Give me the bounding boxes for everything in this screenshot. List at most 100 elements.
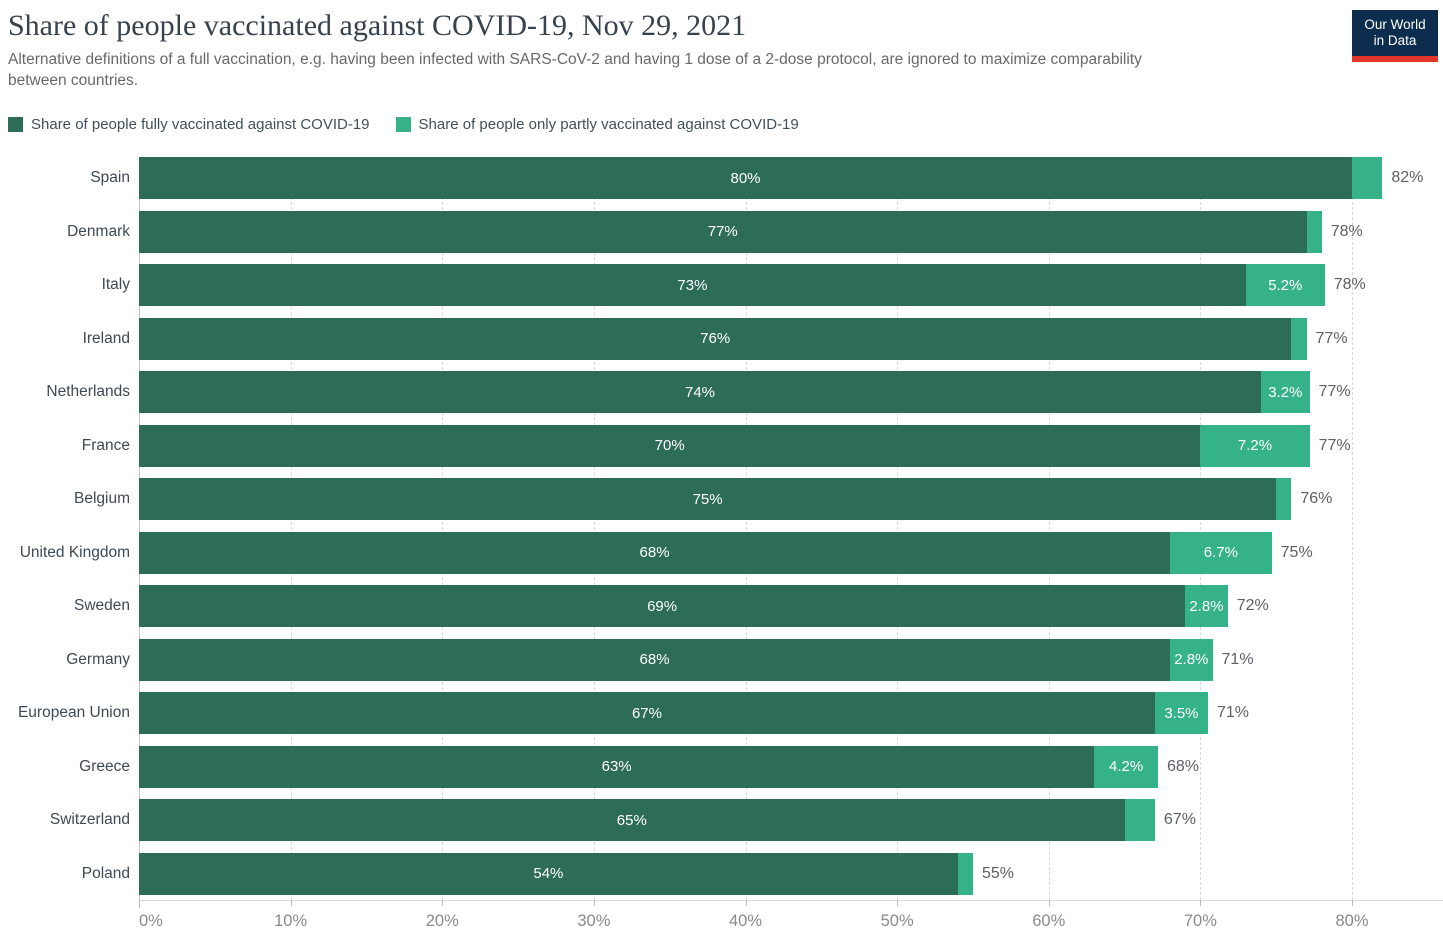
bar-row: Italy 73% 5.2% 78% <box>8 264 1443 306</box>
x-tick-label: 80% <box>1335 911 1369 930</box>
bar-track: 74% 3.2% 77% <box>139 371 1443 413</box>
bar-row: United Kingdom 68% 6.7% 75% <box>8 531 1443 574</box>
total-value-label: 55% <box>981 864 1014 882</box>
x-tick-label: 40% <box>728 911 763 930</box>
bar-row: Switzerland 65% 67% <box>8 799 1443 841</box>
total-value-label: 71% <box>1221 650 1254 668</box>
bar-segment-partly[interactable] <box>1276 478 1292 520</box>
bar-row: Denmark 77% 78% <box>8 210 1443 253</box>
bar-segment-fully[interactable]: 69% <box>139 585 1186 627</box>
country-label: Poland <box>81 864 130 882</box>
bar-segment-fully[interactable]: 77% <box>139 210 1307 253</box>
bar-segment-fully[interactable]: 63% <box>139 745 1095 788</box>
partly-value-label: 4.2% <box>1108 758 1144 775</box>
bar-segment-partly[interactable] <box>1124 799 1155 841</box>
bar-track: 68% 6.7% 75% <box>139 531 1443 574</box>
bar-track: 77% 78% <box>139 210 1443 253</box>
bar-track: 67% 3.5% 71% <box>139 692 1443 734</box>
total-value-label: 71% <box>1216 704 1249 721</box>
partly-value-label: 3.5% <box>1164 704 1199 722</box>
bar-segment-partly[interactable]: 7.2% <box>1200 424 1310 467</box>
bar-segment-fully[interactable]: 75% <box>139 478 1277 520</box>
bar-segment-fully[interactable]: 70% <box>139 424 1201 467</box>
x-tick-label: 50% <box>880 911 914 930</box>
x-tick-label: 20% <box>425 911 459 930</box>
fully-value-label: 68% <box>639 651 670 668</box>
bar-row: Spain 80% 82% <box>8 157 1443 199</box>
total-value-label: 77% <box>1318 436 1351 454</box>
bar-segment-partly[interactable]: 3.2% <box>1261 371 1310 413</box>
total-value-label: 67% <box>1163 811 1196 828</box>
total-value-label: 78% <box>1330 222 1363 240</box>
x-tick <box>442 899 444 906</box>
bar-segment-fully[interactable]: 65% <box>139 799 1125 841</box>
bar-segment-partly[interactable]: 5.2% <box>1245 264 1325 306</box>
total-value-label: 68% <box>1166 757 1199 775</box>
fully-value-label: 73% <box>677 276 708 294</box>
bar-segment-partly[interactable] <box>1291 317 1307 360</box>
partly-value-label: 5.2% <box>1268 276 1303 294</box>
country-label: Italy <box>101 276 130 293</box>
bar-segment-partly[interactable]: 3.5% <box>1154 692 1208 734</box>
country-label: Sweden <box>73 597 130 614</box>
bar-row: France 70% 7.2% 77% <box>8 424 1443 467</box>
fully-value-label: 75% <box>692 490 723 508</box>
fully-value-label: 77% <box>707 223 738 240</box>
bar-segment-fully[interactable]: 68% <box>139 638 1171 681</box>
bar-track: 54% 55% <box>139 852 1443 895</box>
bar-row: Belgium 75% 76% <box>8 478 1443 520</box>
partly-value-label: 7.2% <box>1237 437 1273 454</box>
bar-segment-fully[interactable]: 73% <box>139 264 1246 306</box>
bar-track: 63% 4.2% 68% <box>139 745 1443 788</box>
total-value-label: 77% <box>1315 329 1348 347</box>
bar-segment-partly[interactable]: 4.2% <box>1094 745 1158 788</box>
fully-value-label: 70% <box>654 437 685 454</box>
bar-segment-partly[interactable] <box>1306 210 1322 253</box>
bar-segment-fully[interactable]: 67% <box>139 692 1155 734</box>
chart-area: Spain 80% 82% Denmark 77% 78% Italy 73% 5.2% 78% I… <box>8 157 1443 941</box>
country-label: Denmark <box>67 222 130 240</box>
x-tick-label: 70% <box>1183 911 1217 930</box>
total-value-label: 75% <box>1280 543 1313 561</box>
bar-row: Netherlands 74% 3.2% 77% <box>8 371 1443 413</box>
fully-value-label: 54% <box>533 865 564 882</box>
x-tick-label: 10% <box>274 911 308 930</box>
bar-segment-partly[interactable]: 2.8% <box>1170 638 1213 681</box>
bar-segment-partly[interactable]: 6.7% <box>1170 531 1272 574</box>
chart-subtitle: Alternative definitions of a full vaccin… <box>8 51 1142 89</box>
fully-value-label: 74% <box>685 383 716 401</box>
x-tick-label: 30% <box>577 911 611 930</box>
country-label: France <box>81 436 130 454</box>
bar-segment-fully[interactable]: 76% <box>139 317 1292 360</box>
bar-track: 65% 67% <box>139 799 1443 841</box>
x-tick <box>1048 899 1050 906</box>
partly-value-label: 6.7% <box>1203 544 1238 561</box>
total-value-label: 76% <box>1300 490 1333 507</box>
x-tick <box>745 899 747 906</box>
bar-segment-partly[interactable] <box>1352 157 1383 199</box>
x-tick <box>290 899 292 906</box>
owid-logo[interactable]: Our World in Data <box>1352 10 1438 62</box>
partly-value-label: 3.2% <box>1268 383 1303 401</box>
country-label: Greece <box>79 757 130 775</box>
bar-track: 73% 5.2% 78% <box>139 264 1443 306</box>
legend-item-fully: Share of people fully vaccinated against… <box>8 116 370 133</box>
bar-segment-fully[interactable]: 80% <box>139 157 1353 199</box>
owid-logo-line2: in Data <box>1373 33 1417 48</box>
country-label: Spain <box>90 169 130 186</box>
chart-header: Share of people vaccinated against COVID… <box>8 8 1333 91</box>
country-label: European Union <box>17 704 130 721</box>
chart-legend: Share of people fully vaccinated against… <box>8 116 799 133</box>
bar-segment-partly[interactable] <box>957 852 973 895</box>
bar-track: 69% 2.8% 72% <box>139 585 1443 627</box>
partly-value-label: 2.8% <box>1189 597 1224 615</box>
bar-segment-fully[interactable]: 54% <box>139 852 958 895</box>
fully-value-label: 76% <box>700 330 731 347</box>
total-value-label: 82% <box>1391 169 1424 186</box>
owid-logo-underline <box>1352 56 1438 62</box>
bar-row: Germany 68% 2.8% 71% <box>8 638 1443 681</box>
bar-segment-fully[interactable]: 68% <box>139 531 1171 574</box>
bar-segment-fully[interactable]: 74% <box>139 371 1262 413</box>
bar-segment-partly[interactable]: 2.8% <box>1185 585 1228 627</box>
x-tick-label: 0% <box>139 911 163 930</box>
